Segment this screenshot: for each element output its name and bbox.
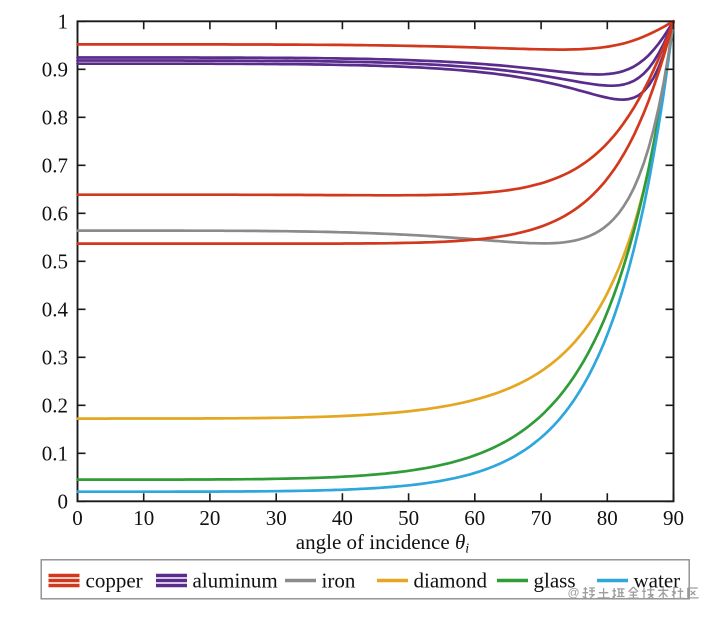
svg-text:aluminum: aluminum: [193, 569, 278, 593]
svg-text:50: 50: [398, 506, 419, 530]
svg-text:diamond: diamond: [414, 569, 488, 593]
svg-text:copper: copper: [86, 569, 143, 593]
svg-text:1: 1: [58, 10, 69, 34]
svg-text:0: 0: [58, 490, 69, 514]
svg-text:water: water: [634, 569, 681, 593]
svg-text:0.5: 0.5: [42, 250, 68, 274]
svg-text:60: 60: [464, 506, 485, 530]
svg-text:90: 90: [663, 506, 684, 530]
svg-text:30: 30: [266, 506, 287, 530]
svg-text:iron: iron: [322, 569, 356, 593]
svg-text:angle of incidence θi: angle of incidence θi: [296, 530, 470, 557]
svg-text:40: 40: [332, 506, 353, 530]
svg-text:70: 70: [531, 506, 552, 530]
svg-text:0.7: 0.7: [42, 154, 68, 178]
svg-text:80: 80: [597, 506, 618, 530]
svg-text:0: 0: [72, 506, 83, 530]
svg-text:0.6: 0.6: [42, 202, 68, 226]
svg-text:10: 10: [133, 506, 154, 530]
svg-text:glass: glass: [534, 569, 576, 593]
svg-text:0.8: 0.8: [42, 106, 68, 130]
svg-text:0.4: 0.4: [42, 298, 69, 322]
svg-text:0.9: 0.9: [42, 58, 68, 82]
svg-text:0.2: 0.2: [42, 394, 68, 418]
svg-text:@: @: [568, 586, 580, 600]
svg-text:0.1: 0.1: [42, 442, 68, 466]
svg-text:0.3: 0.3: [42, 346, 68, 370]
svg-text:20: 20: [199, 506, 220, 530]
